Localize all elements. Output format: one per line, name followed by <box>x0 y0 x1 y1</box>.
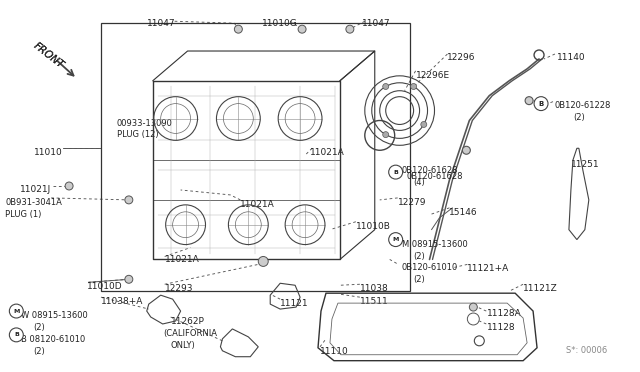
Text: 12296E: 12296E <box>415 71 450 80</box>
Circle shape <box>411 84 417 90</box>
Text: (2): (2) <box>413 251 426 260</box>
Text: 0B931-3041A: 0B931-3041A <box>5 198 62 207</box>
Text: W 08915-13600: W 08915-13600 <box>21 311 88 320</box>
Text: 11121+A: 11121+A <box>467 264 509 273</box>
Circle shape <box>421 122 427 128</box>
Circle shape <box>383 84 388 90</box>
Circle shape <box>469 303 477 311</box>
Text: 11021A: 11021A <box>310 148 345 157</box>
Text: (2): (2) <box>33 347 45 356</box>
Text: 11010G: 11010G <box>262 19 298 28</box>
Text: PLUG (12): PLUG (12) <box>117 131 159 140</box>
Text: 12279: 12279 <box>397 198 426 207</box>
Circle shape <box>534 97 548 110</box>
Text: 12293: 12293 <box>164 284 193 293</box>
Text: 11010D: 11010D <box>87 282 123 291</box>
Text: B: B <box>393 170 398 174</box>
Text: 11010: 11010 <box>35 148 63 157</box>
Text: 15146: 15146 <box>449 208 478 217</box>
Text: 0B120-61228: 0B120-61228 <box>555 101 611 110</box>
Text: 0B120-61010: 0B120-61010 <box>402 263 458 272</box>
Text: B: B <box>14 332 19 337</box>
Circle shape <box>298 25 306 33</box>
Text: PLUG (1): PLUG (1) <box>5 210 42 219</box>
Text: 11511: 11511 <box>360 297 388 306</box>
Text: B 08120-61010: B 08120-61010 <box>21 335 86 344</box>
Text: 11262P: 11262P <box>171 317 205 326</box>
Text: 11128: 11128 <box>487 323 516 332</box>
Circle shape <box>388 232 403 247</box>
Text: FRONT: FRONT <box>31 41 65 71</box>
Text: 11121Z: 11121Z <box>523 284 558 293</box>
Text: (4): (4) <box>413 178 426 187</box>
Circle shape <box>125 196 133 204</box>
Circle shape <box>259 256 268 266</box>
Text: FRONT: FRONT <box>31 41 65 71</box>
Text: (CALIFORNIA: (CALIFORNIA <box>164 329 218 338</box>
Circle shape <box>234 25 243 33</box>
Circle shape <box>346 25 354 33</box>
Circle shape <box>10 304 23 318</box>
Circle shape <box>125 275 133 283</box>
Text: 0B120-61628: 0B120-61628 <box>406 172 463 181</box>
Circle shape <box>388 165 403 179</box>
Bar <box>101 23 410 291</box>
Text: 11121: 11121 <box>280 299 308 308</box>
Text: M: M <box>392 237 399 242</box>
Text: 0B120-61628: 0B120-61628 <box>402 166 458 175</box>
Text: M: M <box>13 308 19 314</box>
Text: S*: 00006: S*: 00006 <box>566 346 607 355</box>
Text: 11010B: 11010B <box>356 222 390 231</box>
Text: 11021J: 11021J <box>20 185 51 194</box>
Text: 11128A: 11128A <box>487 309 522 318</box>
Text: 11038+A: 11038+A <box>101 297 143 306</box>
Text: 11251: 11251 <box>571 160 600 169</box>
Circle shape <box>525 97 533 105</box>
Text: 00933-13090: 00933-13090 <box>117 119 173 128</box>
Text: 11021A: 11021A <box>241 200 275 209</box>
Text: M 08915-13600: M 08915-13600 <box>402 240 467 248</box>
Text: 12296: 12296 <box>447 53 476 62</box>
Text: B: B <box>538 100 543 107</box>
Text: ONLY): ONLY) <box>171 341 195 350</box>
Text: (2): (2) <box>573 113 585 122</box>
Circle shape <box>383 132 388 138</box>
Text: 11021A: 11021A <box>164 256 200 264</box>
Text: 11047: 11047 <box>362 19 390 28</box>
Text: 11110: 11110 <box>320 347 349 356</box>
Circle shape <box>462 146 470 154</box>
Text: (2): (2) <box>33 323 45 332</box>
Circle shape <box>10 328 23 342</box>
Circle shape <box>65 182 73 190</box>
Text: 11140: 11140 <box>557 53 586 62</box>
Text: 11047: 11047 <box>147 19 175 28</box>
Text: (2): (2) <box>413 275 426 284</box>
Text: 11038: 11038 <box>360 284 388 293</box>
